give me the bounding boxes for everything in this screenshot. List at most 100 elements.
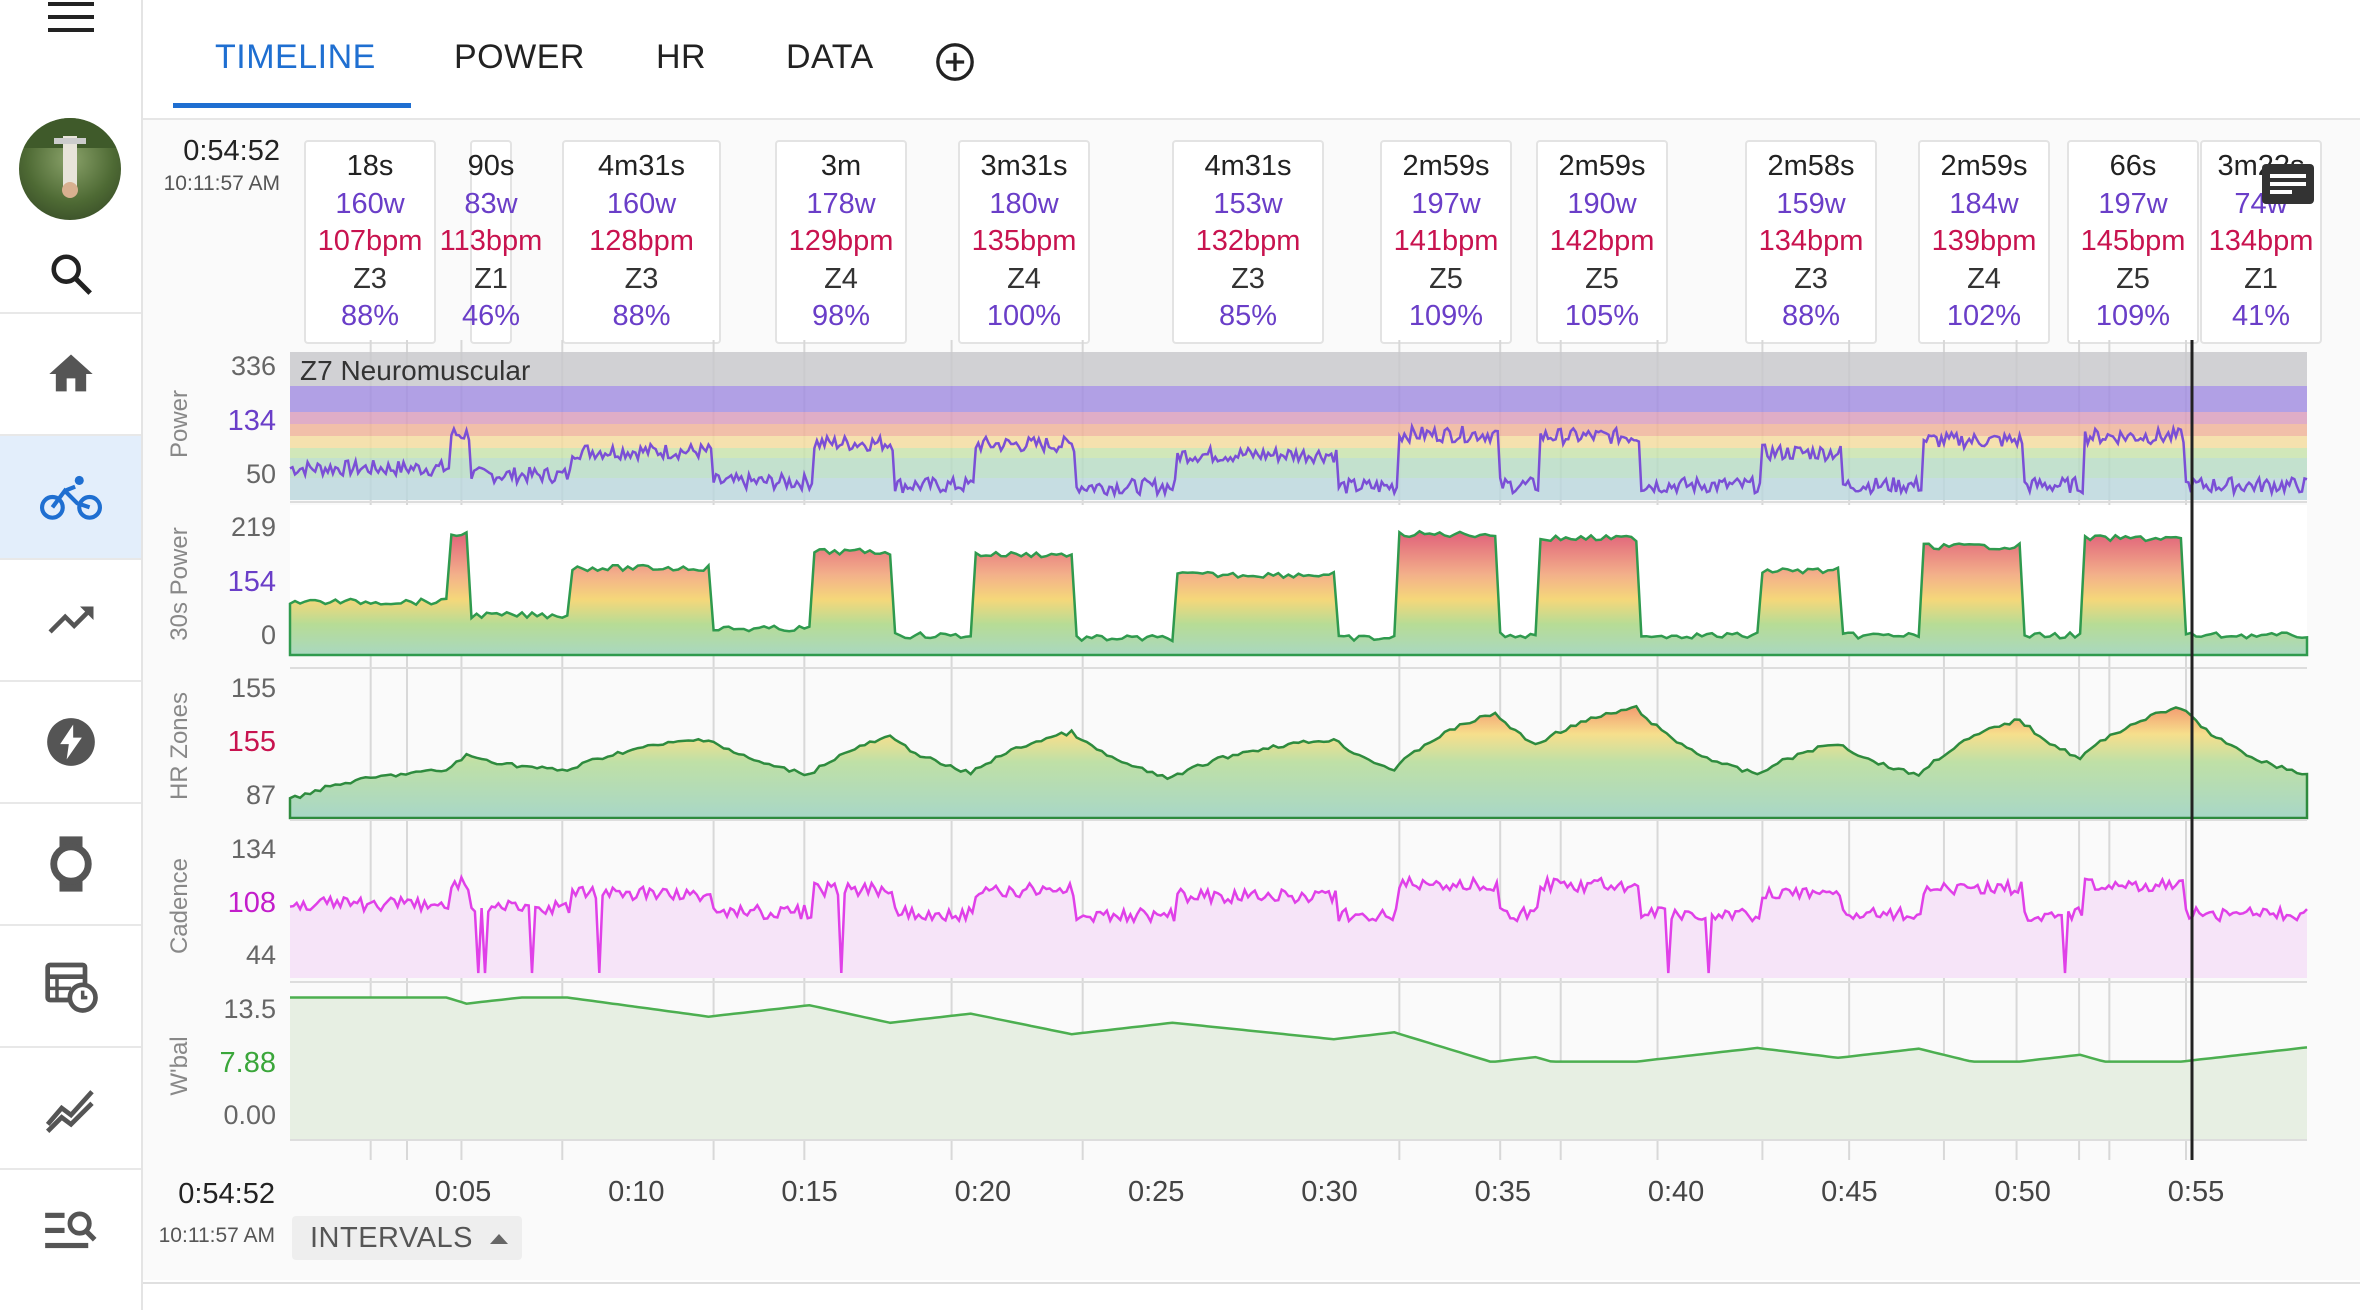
wbal-area [290,997,2307,1140]
interval-pct: 98% [811,300,871,332]
interval-box[interactable]: 3m 178w 129bpm Z4 98% [775,140,907,344]
power-zone-band [290,478,2307,500]
trending-icon [48,606,93,634]
interval-hr: 132bpm [1195,225,1301,257]
avatar[interactable] [19,118,121,220]
tab-hr[interactable]: HR [656,38,707,76]
sidebar-item-power[interactable] [0,682,141,804]
interval-pct: 109% [2095,300,2171,332]
sidebar-item-compare[interactable] [0,1048,141,1170]
interval-hr: 145bpm [2080,225,2186,257]
sidebar-item-activities[interactable] [0,436,141,560]
interval-hr: 128bpm [589,225,694,257]
interval-hr: 141bpm [1393,225,1499,257]
hr-tick-bottom: 87 [245,780,276,810]
interval-duration: 90s [467,150,515,182]
interval-box[interactable]: 66s 197w 145bpm Z5 109% [2067,140,2199,344]
wbal-axis-label: W'bal [166,1036,193,1096]
tab-timeline[interactable]: TIMELINE [215,38,376,76]
search-button[interactable] [0,236,141,314]
interval-watts: 83w [464,187,518,220]
cadence-tick-mid: 108 [227,887,276,919]
x-tick-label: 0:35 [1474,1176,1532,1208]
interval-pct: 100% [986,300,1062,332]
menu-button[interactable] [0,0,141,40]
interval-hr: 113bpm [439,225,543,257]
interval-duration: 4m31s [597,150,686,182]
footer-elapsed-time: 0:54:52 [178,1178,275,1210]
add-circle-icon[interactable] [935,42,975,82]
interval-pct: 88% [612,300,671,332]
interval-duration: 4m31s [1204,150,1292,182]
cadence-line [289,873,2308,974]
multiline-chart-icon [45,1090,94,1133]
wbal-tick-top: 13.5 [223,994,276,1024]
interval-box[interactable]: 2m59s 184w 139bpm Z4 102% [1918,140,2050,344]
interval-watts: 160w [606,187,677,220]
tab-power[interactable]: POWER [454,38,585,76]
x-tick-label: 0:10 [608,1176,665,1208]
interval-watts: 184w [1949,187,2019,220]
power-zone-band [290,352,2307,386]
notes-icon[interactable] [2262,164,2314,204]
clock-time: 10:11:57 AM [163,172,280,195]
bolt-icon [46,718,95,766]
x-tick-label: 0:25 [1127,1176,1185,1208]
interval-box[interactable]: 2m59s 197w 141bpm Z5 109% [1380,140,1512,344]
interval-zone: Z4 [824,262,858,295]
interval-hr: 134bpm [1758,225,1864,257]
sidebar-item-search-list[interactable] [0,1170,141,1290]
interval-duration: 2m59s [1402,150,1490,182]
interval-duration: 3m [820,150,862,182]
interval-hr: 139bpm [1931,225,2037,257]
power-zone-band [290,458,2307,478]
interval-watts: 160w [335,187,405,220]
interval-box[interactable]: 2m59s 190w 142bpm Z5 105% [1536,140,1668,344]
sidebar-item-fitness[interactable] [0,560,141,682]
interval-hr: 129bpm [788,225,894,257]
interval-box[interactable]: 2m58s 159w 134bpm Z3 88% [1745,140,1877,344]
hr-tick-top: 155 [230,673,276,703]
x-tick-label: 0:30 [1301,1176,1358,1208]
x-tick-label: 0:40 [1647,1176,1705,1208]
interval-pct: 102% [1946,300,2022,332]
tab-indicator [173,103,411,108]
interval-zone: Z5 [1585,262,1619,295]
interval-pct: 85% [1218,300,1278,332]
sidebar-item-home[interactable] [0,314,141,436]
interval-zone: Z1 [2244,262,2278,295]
sidebar-item-devices[interactable] [0,804,141,926]
interval-zone: Z1 [474,262,508,295]
interval-box[interactable]: 4m31s 160w 128bpm Z3 88% [562,140,721,344]
interval-hr: 134bpm [2208,225,2314,257]
interval-zone: Z3 [1794,262,1828,295]
interval-zone: Z3 [624,262,659,295]
interval-box[interactable]: 90s 83w 113bpm Z1 46% [440,140,542,344]
interval-zone: Z5 [1429,262,1463,295]
interval-watts: 178w [806,187,876,220]
interval-duration: 3m31s [980,150,1068,182]
power-line [289,422,2308,499]
intervals-toggle-button[interactable]: INTERVALS [292,1216,522,1260]
interval-watts: 190w [1567,187,1637,220]
power30-tick-bottom: 0 [260,620,276,650]
interval-watts: 153w [1213,187,1283,220]
intervals-label: INTERVALS [310,1221,473,1254]
interval-pct: 109% [1408,300,1484,332]
interval-box[interactable]: 3m31s 180w 135bpm Z4 100% [958,140,1090,344]
menu-icon [47,2,94,32]
wbal-line [290,996,2308,1063]
interval-watts: 180w [989,187,1059,220]
interval-hr: 107bpm [317,225,423,257]
elapsed-time: 0:54:52 [183,135,280,167]
sidebar-item-calendar[interactable] [0,926,141,1048]
tab-data[interactable]: DATA [786,38,874,76]
power30-tick-top: 219 [230,512,276,542]
x-tick-label: 0:15 [781,1176,838,1208]
caret-up-icon [489,1234,508,1244]
interval-watts: 197w [2098,187,2168,220]
interval-box[interactable]: 4m31s 153w 132bpm Z3 85% [1172,140,1324,344]
interval-pct: 46% [461,300,521,332]
interval-box[interactable]: 18s 160w 107bpm Z3 88% [304,140,436,344]
